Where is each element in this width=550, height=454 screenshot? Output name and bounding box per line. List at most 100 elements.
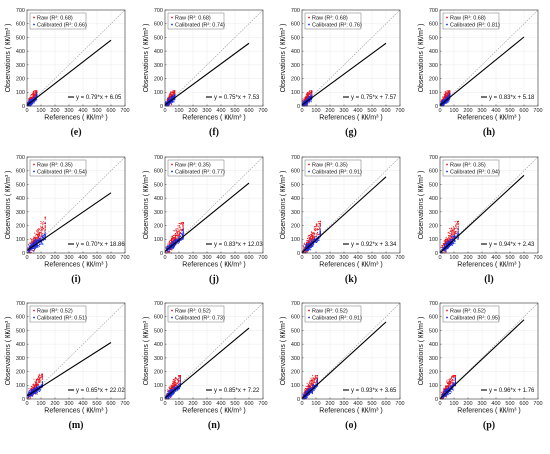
raw-point (44, 229, 46, 231)
raw-point (304, 99, 306, 101)
raw-point (449, 230, 451, 232)
x-tick-label: 700 (533, 108, 542, 114)
calibrated-point (33, 250, 35, 252)
x-axis-label: References ( ㏍/m³ ) (457, 262, 520, 269)
raw-point (443, 98, 445, 100)
x-tick-label: 300 (202, 255, 211, 261)
calibrated-point (28, 244, 30, 246)
calibrated-point (447, 102, 449, 104)
raw-point (179, 229, 181, 231)
legend-raw-label: Raw (R²: 0.35) (450, 162, 486, 168)
y-tick-label: 500 (429, 182, 438, 188)
raw-point (34, 237, 36, 239)
y-tick-label: 600 (429, 22, 438, 28)
x-tick-label: 700 (533, 255, 542, 261)
calibrated-point (31, 102, 33, 104)
raw-point (318, 227, 320, 229)
raw-point (309, 235, 311, 237)
y-tick-label: 600 (16, 169, 25, 175)
calibrated-point (30, 245, 32, 247)
raw-point (454, 231, 456, 233)
raw-point (309, 92, 311, 94)
legend-raw-marker (308, 16, 310, 19)
y-tick-label: 700 (291, 155, 300, 161)
x-tick-label: 600 (106, 255, 115, 261)
calibrated-point (449, 239, 452, 241)
calibrated-point (39, 237, 41, 239)
calibrated-point (318, 239, 320, 241)
legend: Raw (R²: 0.35)Calibrated (R²: 0.94) (442, 159, 500, 177)
raw-point (306, 241, 308, 244)
raw-point (307, 95, 309, 97)
raw-point (312, 233, 314, 235)
raw-point (36, 377, 38, 379)
y-tick-label: 0 (160, 104, 163, 110)
x-tick-label: 400 (216, 255, 225, 261)
calibrated-point (36, 95, 38, 97)
x-tick-label: 600 (244, 255, 253, 261)
raw-point (319, 222, 321, 224)
calibrated-point (166, 250, 168, 252)
raw-point (457, 224, 459, 226)
raw-point (171, 91, 173, 94)
raw-point (28, 388, 30, 390)
raw-point (37, 234, 39, 236)
calibrated-point (303, 101, 305, 103)
legend-calibrated-marker (446, 170, 448, 173)
calibrated-point (311, 245, 313, 247)
raw-point (453, 228, 455, 230)
fit-line (164, 42, 250, 106)
y-tick-label: 100 (154, 237, 163, 243)
x-axis-label: References ( ㏍/m³ ) (319, 115, 382, 122)
calibrated-point (31, 248, 33, 250)
raw-point (41, 227, 43, 230)
calibrated-point (33, 97, 35, 99)
raw-point (34, 382, 36, 384)
panel-label: (h) (483, 127, 495, 138)
raw-point (175, 228, 177, 230)
legend-raw-marker (171, 16, 173, 19)
legend-box (29, 12, 87, 30)
calibrated-point (176, 239, 178, 241)
y-tick-label: 500 (154, 35, 163, 41)
raw-point (182, 222, 184, 224)
raw-point (36, 393, 38, 395)
raw-point (170, 93, 172, 95)
raw-point (29, 397, 31, 399)
y-axis-label: Observations ( ㏍/m³ ) (5, 171, 12, 240)
raw-point (34, 90, 36, 92)
calibrated-point (35, 94, 37, 96)
y-tick-label: 700 (16, 155, 25, 161)
calibrated-point (312, 245, 314, 248)
calibrated-point (178, 241, 180, 243)
calibrated-point (39, 239, 41, 241)
x-tick-label: 100 (311, 108, 320, 114)
raw-point (42, 228, 45, 230)
raw-point (36, 234, 38, 236)
y-tick-label: 500 (16, 35, 25, 41)
raw-point (445, 241, 447, 243)
raw-point (175, 237, 177, 239)
identity-line (301, 9, 401, 107)
raw-point (310, 237, 312, 239)
y-axis-label: Observations ( ㏍/m³ ) (143, 24, 150, 93)
raw-point (43, 232, 45, 234)
raw-point (456, 228, 458, 230)
calibrated-point (456, 232, 458, 234)
calibrated-point (43, 234, 45, 236)
x-tick-label: 200 (325, 255, 334, 261)
raw-point (177, 225, 179, 227)
raw-point (173, 92, 175, 94)
legend: Raw (R²: 0.35)Calibrated (R²: 0.54) (29, 159, 87, 177)
y-axis-label: Observations ( ㏍/m³ ) (280, 24, 287, 93)
calibrated-point (305, 97, 308, 99)
x-tick-label: 0 (300, 108, 303, 114)
y-tick-label: 100 (16, 90, 25, 96)
raw-point (453, 226, 455, 228)
raw-point (172, 93, 175, 95)
raw-point (174, 230, 176, 232)
x-tick-label: 0 (300, 255, 303, 261)
raw-point (306, 94, 308, 96)
raw-point (309, 93, 311, 95)
raw-point (316, 228, 318, 230)
